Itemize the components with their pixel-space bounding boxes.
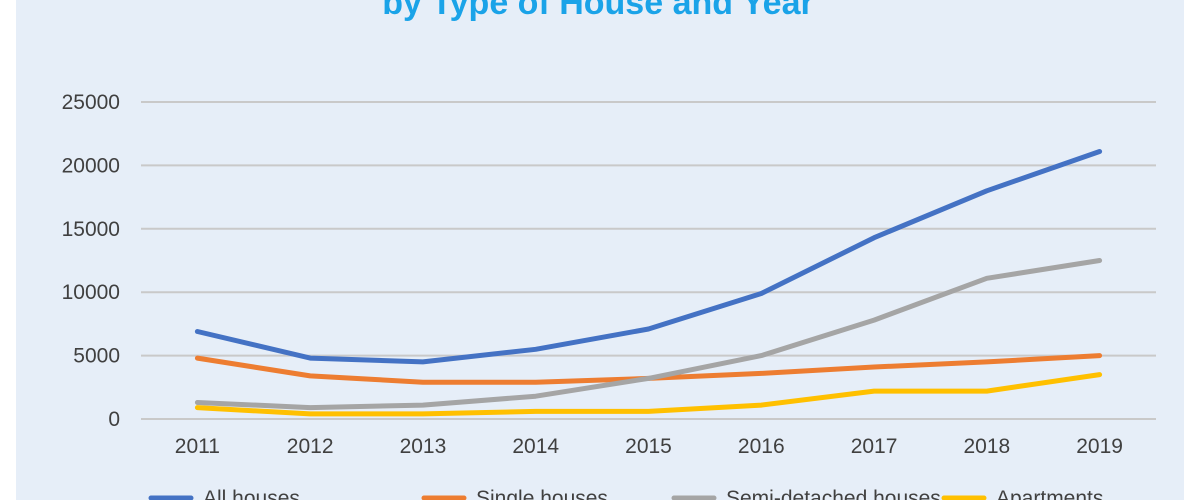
x-tick-label: 2016 <box>738 435 785 458</box>
chart-panel: by Type of House and Year 0 5000 10000 1500… <box>16 0 1184 500</box>
x-tick-label: 2012 <box>287 435 334 458</box>
x-tick-label: 2018 <box>963 435 1010 458</box>
x-tick-label: 2019 <box>1076 435 1123 458</box>
x-tick-label: 2014 <box>512 435 559 458</box>
legend-label: Apartments <box>996 487 1103 500</box>
x-tick-label: 2017 <box>851 435 898 458</box>
x-axis-ticks: 2011 2012 2013 2014 2015 2016 2017 2018 2019 <box>175 435 1123 458</box>
legend: All houses Single houses Semi-detached hou… <box>148 487 1103 500</box>
legend-label: Single houses <box>476 487 608 500</box>
chart-title: by Type of House and Year <box>382 0 813 22</box>
y-tick-label: 15000 <box>62 218 120 241</box>
y-tick-label: 5000 <box>73 345 120 368</box>
series-lines <box>194 149 1103 417</box>
x-tick-label: 2015 <box>625 435 672 458</box>
y-tick-label: 10000 <box>62 281 120 304</box>
y-tick-label: 25000 <box>62 91 120 114</box>
legend-label: Semi-detached houses <box>726 487 941 500</box>
legend-label: All houses <box>203 487 300 500</box>
line-chart: by Type of House and Year 0 5000 10000 1500… <box>62 0 1156 500</box>
y-tick-label: 20000 <box>62 154 120 177</box>
series-line-3 <box>194 372 1103 417</box>
x-tick-label: 2013 <box>400 435 447 458</box>
y-axis-ticks: 0 5000 10000 15000 20000 25000 <box>62 91 120 431</box>
x-tick-label: 2011 <box>175 435 220 458</box>
series-line-2 <box>194 258 1103 411</box>
y-tick-label: 0 <box>108 408 120 431</box>
series-line-0 <box>194 149 1103 365</box>
